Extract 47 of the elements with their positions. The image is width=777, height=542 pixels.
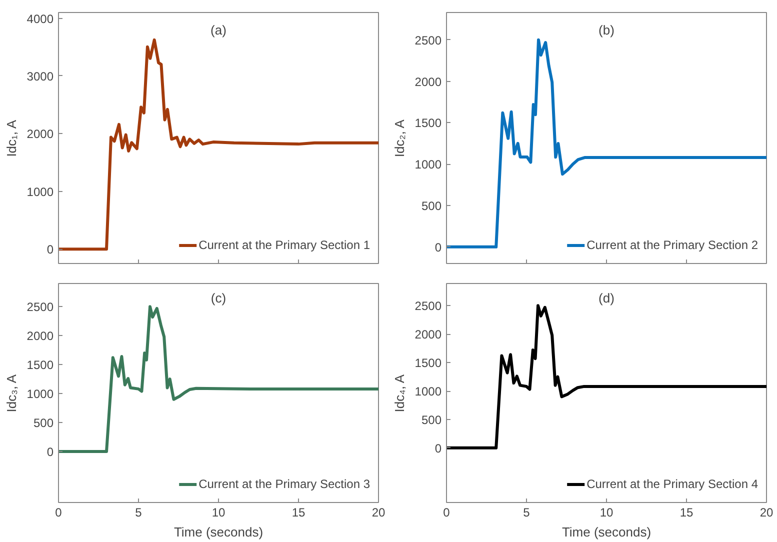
x-axis-title: Time (seconds) <box>562 524 652 540</box>
annotation: (c) <box>210 290 226 306</box>
x-tick-label: 10 <box>212 506 226 520</box>
y-tick-label: 1000 <box>26 184 54 199</box>
y-tick-label: 0 <box>46 242 54 257</box>
x-tick-label: 10 <box>600 506 614 520</box>
y-tick-label: 2500 <box>26 300 54 314</box>
y-tick-label: 1500 <box>26 358 54 372</box>
legend-label: Current at the Primary Section 4 <box>586 477 758 491</box>
annotation: (a) <box>210 22 226 38</box>
y-tick-label: 500 <box>421 412 442 427</box>
x-axis-title: Time (seconds) <box>174 524 264 540</box>
y-tick-label: 500 <box>421 199 442 214</box>
x-tick-label: 15 <box>292 506 306 520</box>
y-axis-title: Idc₃, A <box>4 374 19 412</box>
y-tick-label: 2500 <box>414 33 442 48</box>
y-tick-label: 1000 <box>414 384 442 399</box>
annotation: (b) <box>598 22 614 38</box>
y-tick-label: 1500 <box>414 116 442 130</box>
y-tick-label: 2000 <box>26 127 54 142</box>
y-tick-label: 2000 <box>26 329 54 344</box>
y-axis-title: Idc₁, A <box>4 120 19 157</box>
legend-label: Current at the Primary Section 1 <box>198 238 370 252</box>
y-tick-label: 4000 <box>26 12 54 26</box>
x-tick-label: 5 <box>135 506 142 520</box>
x-tick-label: 5 <box>523 506 530 520</box>
y-tick-label: 3000 <box>26 69 54 84</box>
y-axis-title: Idc₂, A <box>392 119 407 158</box>
y-tick-label: 500 <box>33 416 54 430</box>
y-tick-label: 0 <box>434 240 442 254</box>
y-tick-label: 1500 <box>414 356 442 370</box>
x-tick-label: 20 <box>372 506 386 520</box>
legend-label: Current at the Primary Section 2 <box>586 238 758 252</box>
y-axis-title: Idc₄, A <box>392 374 407 412</box>
y-tick-label: 1000 <box>26 387 54 402</box>
y-tick-label: 2000 <box>414 74 442 89</box>
y-tick-label: 2500 <box>414 299 442 314</box>
annotation: (d) <box>598 290 614 306</box>
y-tick-label: 2000 <box>414 328 442 342</box>
legend-label: Current at the Primary Section 3 <box>198 477 370 491</box>
y-tick-label: 0 <box>46 445 54 460</box>
y-tick-label: 1000 <box>414 158 442 172</box>
y-tick-label: 0 <box>434 441 442 456</box>
x-tick-label: 0 <box>443 506 450 520</box>
x-tick-label: 20 <box>760 506 774 520</box>
x-tick-label: 15 <box>680 506 694 520</box>
x-tick-label: 0 <box>55 506 62 520</box>
